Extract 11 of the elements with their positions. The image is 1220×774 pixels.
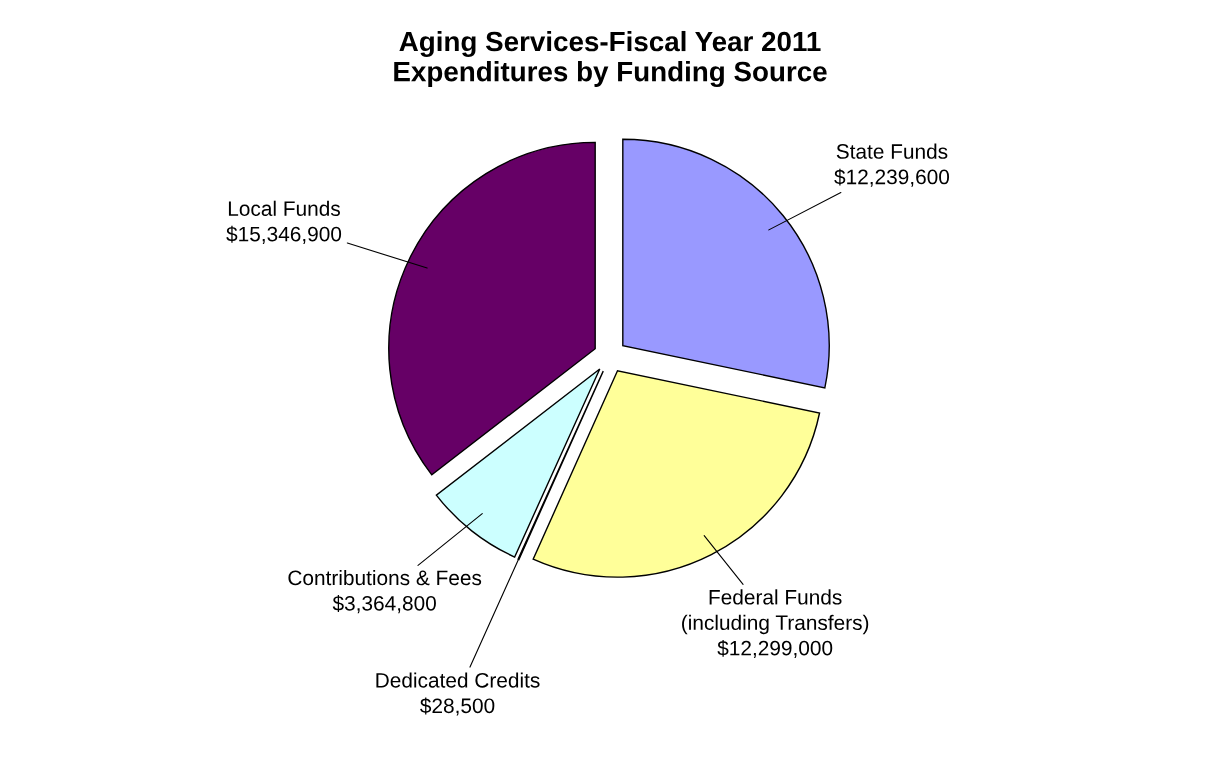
data-label: $15,346,900 (226, 225, 342, 244)
slice-label: Local Funds (228, 200, 340, 216)
data-label: $28,500 (420, 697, 495, 716)
data-label: $12,239,600 (834, 168, 950, 187)
slice-label: Federal Funds (including Transfers) (682, 589, 869, 635)
slice-label: State Funds (836, 143, 948, 159)
data-label: $3,364,800 (332, 595, 436, 614)
slice-label: Contributions & Fees (288, 569, 482, 586)
data-label: $12,299,000 (717, 639, 833, 658)
chart-title: Aging Services-Fiscal Year 2011 Expenditures by Funding Source (394, 30, 827, 88)
slice-label: Dedicated Credits (376, 672, 540, 688)
